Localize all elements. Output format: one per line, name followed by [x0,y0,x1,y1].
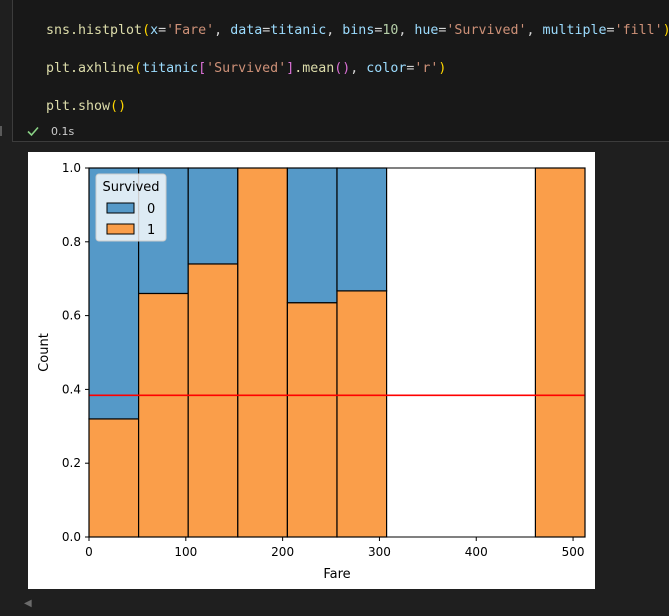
legend-title: Survived [102,180,159,195]
execution-status: 0.1s [26,123,74,139]
code-token: hue [414,23,439,38]
code-token: plt.show [46,99,111,114]
code-token: 'r' [414,61,439,76]
code-token: , [398,23,415,38]
code-token: ) [438,61,447,76]
code-token: bins [342,23,375,38]
x-tick-label: 300 [368,545,391,559]
bar-survived-1 [237,167,288,538]
code-token: = [406,61,415,76]
code-token: 'Survived' [446,23,527,38]
x-tick-label: 200 [271,545,294,559]
code-cell[interactable]: sns.histplot(x='Fare', data=titanic, bin… [12,0,669,142]
code-token: 10 [382,23,399,38]
code-line-histplot[interactable]: sns.histplot(x='Fare', data=titanic, bin… [46,23,669,38]
legend-label: 1 [147,223,155,238]
code-token: , [326,23,343,38]
code-token: ) [118,99,127,114]
y-tick-label: 0.4 [62,382,81,396]
code-token: x [150,23,159,38]
legend-swatch [106,223,135,235]
code-token: , [214,23,231,38]
code-token: = [438,23,447,38]
bar-survived-1 [88,418,140,538]
bar-survived-1 [534,167,586,538]
code-token: .mean [294,61,335,76]
code-token: ( [134,61,143,76]
x-axis-label: Fare [323,567,350,582]
legend-label: 0 [147,202,155,217]
code-token: ) [342,61,351,76]
execution-time: 0.1s [51,124,75,138]
bar-survived-1 [137,292,189,538]
code-token: , [526,23,543,38]
y-tick-label: 0.2 [62,456,81,470]
bar-survived-0 [336,167,388,292]
x-tick-label: 500 [562,545,585,559]
x-tick-label: 100 [174,545,197,559]
code-token: ( [142,23,151,38]
code-token: data [230,23,263,38]
y-tick-label: 0.6 [62,309,81,323]
cell-gutter-marker [0,126,2,136]
legend-swatch [106,202,135,214]
bar-survived-1 [336,290,388,538]
check-icon [27,126,39,137]
code-token: color [366,61,407,76]
code-line-axhline[interactable]: plt.axhline(titanic['Survived'].mean(), … [46,61,446,76]
plot-frame [88,167,586,538]
code-token: 'Fare' [166,23,215,38]
code-line-show[interactable]: plt.show() [46,99,126,114]
code-token: = [606,23,615,38]
code-token: ( [110,99,119,114]
y-tick-label: 0.8 [62,235,81,249]
code-token: sns.histplot [46,23,143,38]
code-token: [ [198,61,207,76]
code-token: ] [286,61,295,76]
y-tick-label: 1.0 [62,161,81,175]
code-token: multiple [542,23,607,38]
bar-survived-1 [286,302,338,538]
y-tick-label: 0.0 [62,530,81,544]
code-token: plt.axhline [46,61,135,76]
code-token: ) [663,23,669,38]
code-token: = [262,23,271,38]
code-token: titanic [270,23,327,38]
histogram-chart: 0.0 0.2 0.4 0.6 0.8 1.0 0 100 200 300 400 500 Fare Co… [37,161,586,582]
code-token: = [374,23,383,38]
bar-survived-0 [286,167,338,304]
code-token: 'fill' [614,23,663,38]
scroll-left-arrow-icon[interactable]: ◀ [24,598,32,609]
bar-survived-1 [187,263,239,538]
cell-output: 0.0 0.2 0.4 0.6 0.8 1.0 0 100 200 300 400 500 Fare Co… [28,152,595,589]
code-token: , [350,61,367,76]
code-token: titanic [142,61,199,76]
code-token: 'Survived' [206,61,287,76]
bar-survived-0 [187,167,239,265]
x-tick-label: 400 [465,545,488,559]
x-tick-label: 0 [85,545,93,559]
y-axis-label: Count [37,333,52,372]
code-token: ( [334,61,343,76]
code-token: = [158,23,167,38]
